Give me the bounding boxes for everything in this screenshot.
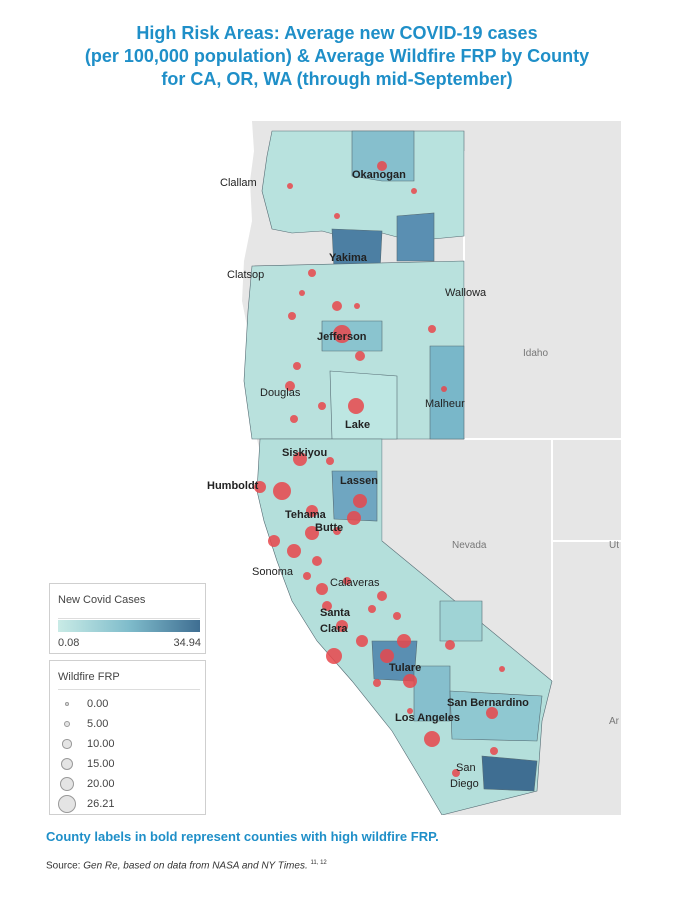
frp-legend-label: 5.00 <box>87 718 109 730</box>
frp-legend-label: 20.00 <box>87 778 115 790</box>
county-label-santa[interactable]: Santa <box>320 607 351 619</box>
county-label-san[interactable]: San <box>456 762 476 774</box>
bold-label-note: County labels in bold represent counties… <box>46 829 439 844</box>
ocean <box>182 121 452 815</box>
county-label-tulare[interactable]: Tulare <box>389 662 421 674</box>
county-label-butte[interactable]: Butte <box>315 522 343 534</box>
county-label-calaveras[interactable]: Calaveras <box>330 577 380 589</box>
frp-legend-label: 15.00 <box>87 758 115 770</box>
county-label-tehama[interactable]: Tehama <box>285 509 327 521</box>
covid-legend: New Covid Cases 0.08 34.94 <box>49 583 206 654</box>
covid-legend-max: 34.94 <box>173 637 201 649</box>
source-note: Source: Gen Re, based on data from NASA … <box>46 860 327 871</box>
county-label-malheur[interactable]: Malheur <box>425 398 465 410</box>
county-labels-bold: Okanogan Yakima Jefferson Lake Siskiyou … <box>207 169 529 724</box>
frp-legend-circle <box>59 776 75 792</box>
county-label-okanogan[interactable]: Okanogan <box>352 169 406 181</box>
frp-legend-item: 10.00 <box>58 735 198 755</box>
state-labels: Idaho Nevada Ut Ar <box>452 348 620 727</box>
frp-legend-circle <box>60 757 73 770</box>
source-refs: 11, 12 <box>310 860 327 866</box>
frp-legend-circle <box>62 739 72 749</box>
frp-legend-item: 26.21 <box>58 795 198 815</box>
covid-legend-gradient <box>58 620 200 632</box>
frp-legend-item: 20.00 <box>58 775 198 795</box>
county-label-douglas[interactable]: Douglas <box>260 387 301 399</box>
source-prefix: Source: <box>46 860 84 872</box>
frp-legend-circle <box>65 702 69 706</box>
frp-legend-label: 0.00 <box>87 698 109 710</box>
covid-legend-title: New Covid Cases <box>58 594 146 606</box>
frp-legend-circle <box>63 720 71 728</box>
state-label-arizona: Ar <box>609 716 620 727</box>
frp-legend-label: 10.00 <box>87 738 115 750</box>
frp-legend-item: 5.00 <box>58 715 198 735</box>
county-label-sonoma[interactable]: Sonoma <box>252 566 294 578</box>
county-labels-plain: Clallam Clatsop Wallowa Douglas Malheur … <box>220 177 487 790</box>
county-label-humboldt[interactable]: Humboldt <box>207 480 259 492</box>
state-label-nevada: Nevada <box>452 540 487 551</box>
county-label-clara[interactable]: Clara <box>320 623 348 635</box>
county-label-yakima[interactable]: Yakima <box>329 252 368 264</box>
frp-legend-title: Wildfire FRP <box>58 671 120 683</box>
chart-title: High Risk Areas: Average new COVID-19 ca… <box>0 22 674 91</box>
covid-legend-min: 0.08 <box>58 637 80 649</box>
frp-legend-label: 26.21 <box>87 798 115 810</box>
title-line-2: (per 100,000 population) & Average Wildf… <box>84 46 590 66</box>
title-line-3: for CA, OR, WA (through mid-September) <box>161 69 513 89</box>
state-label-utah: Ut <box>609 540 619 551</box>
county-label-wallowa[interactable]: Wallowa <box>445 287 487 299</box>
frp-legend-item: 15.00 <box>58 755 198 775</box>
county-label-los-angeles[interactable]: Los Angeles <box>395 712 460 724</box>
county-label-clatsop[interactable]: Clatsop <box>227 269 264 281</box>
frp-legend: Wildfire FRP 0.00 5.00 10.00 15.00 20.00 26.2… <box>49 660 206 815</box>
frp-dots <box>254 161 505 777</box>
county-label-jefferson[interactable]: Jefferson <box>317 331 367 343</box>
state-label-idaho: Idaho <box>523 348 548 359</box>
title-line-1: High Risk Areas: Average new COVID-19 ca… <box>136 23 538 43</box>
county-label-lassen[interactable]: Lassen <box>340 475 378 487</box>
source-text: Gen Re, based on data from NASA and NY T… <box>83 860 308 872</box>
county-label-san-bernardino[interactable]: San Bernardino <box>447 697 529 709</box>
county-label-diego[interactable]: Diego <box>450 778 479 790</box>
frp-legend-circle <box>58 795 76 813</box>
county-label-lake[interactable]: Lake <box>345 419 370 431</box>
county-label-clallam[interactable]: Clallam <box>220 177 257 189</box>
county-label-siskiyou[interactable]: Siskiyou <box>282 447 327 459</box>
choropleth-map[interactable]: Idaho Nevada Ut Ar Okanogan Yakima Jeffe… <box>182 121 621 815</box>
frp-legend-item: 0.00 <box>58 695 198 715</box>
